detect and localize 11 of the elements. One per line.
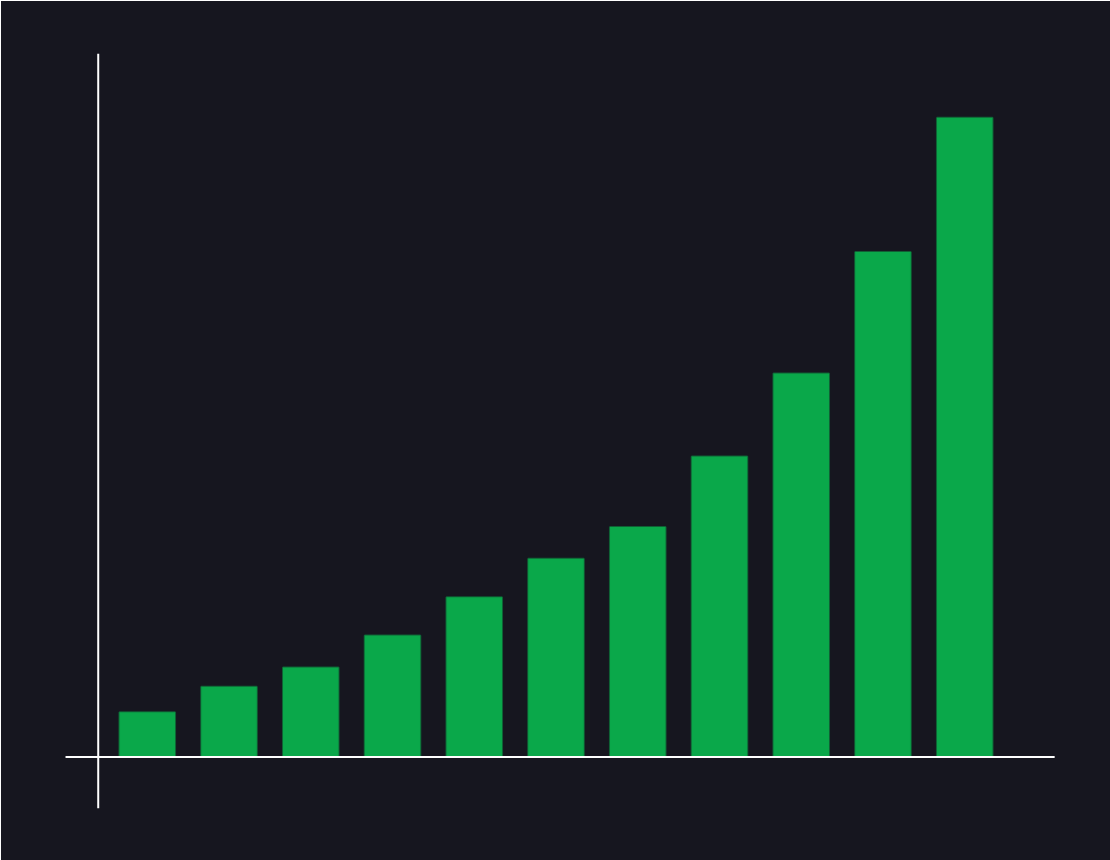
bar <box>935 116 994 759</box>
bar <box>527 557 585 759</box>
bar <box>854 250 912 759</box>
bar <box>445 596 504 759</box>
bar <box>772 372 831 759</box>
bar <box>281 666 340 759</box>
bar <box>690 455 749 759</box>
bar <box>608 525 667 759</box>
bar <box>118 711 177 759</box>
bar <box>200 685 258 759</box>
bar <box>363 634 422 759</box>
